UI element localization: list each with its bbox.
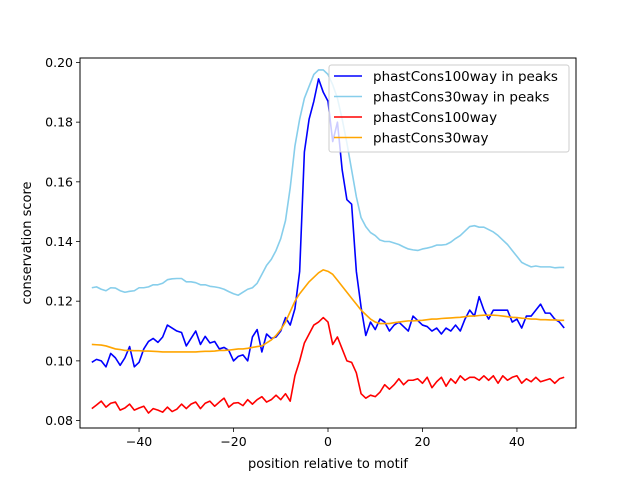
x-axis-label: position relative to motif	[248, 457, 408, 472]
x-tick-label: 20	[415, 434, 431, 449]
y-tick-label: 0.16	[45, 174, 73, 189]
x-axis: −40 −20 0 20 40	[126, 428, 525, 449]
series-line-phastcons100way	[91, 316, 565, 414]
y-tick-label: 0.14	[45, 234, 73, 249]
legend: phastCons100way in peaks phastCons30way i…	[328, 64, 570, 153]
y-tick-label: 0.20	[45, 55, 73, 70]
y-tick-label: 0.12	[45, 294, 73, 309]
legend-entry-label: phastCons30way in peaks	[373, 90, 549, 106]
legend-entry-label: phastCons100way	[373, 110, 497, 126]
legend-entry-label: phastCons30way	[373, 131, 488, 147]
x-tick-label: 0	[324, 434, 332, 449]
series-line-phastcons100way-in-peaks	[91, 78, 565, 368]
series-line-phastcons30way	[91, 269, 565, 353]
series-layer	[91, 69, 565, 414]
x-tick-label: 40	[509, 434, 525, 449]
x-tick-label: −20	[220, 434, 246, 449]
legend-box	[328, 64, 570, 153]
x-tick-label: −40	[126, 434, 152, 449]
series-line-phastcons30way-in-peaks	[91, 69, 565, 297]
y-tick-label: 0.10	[45, 353, 73, 368]
y-tick-label: 0.18	[45, 115, 73, 130]
y-axis: 0.08 0.10 0.12 0.14 0.16 0.18 0.20	[45, 55, 80, 428]
y-axis-label: conservation score	[20, 181, 35, 304]
y-tick-label: 0.08	[45, 413, 73, 428]
legend-entry-label: phastCons100way in peaks	[373, 69, 558, 85]
